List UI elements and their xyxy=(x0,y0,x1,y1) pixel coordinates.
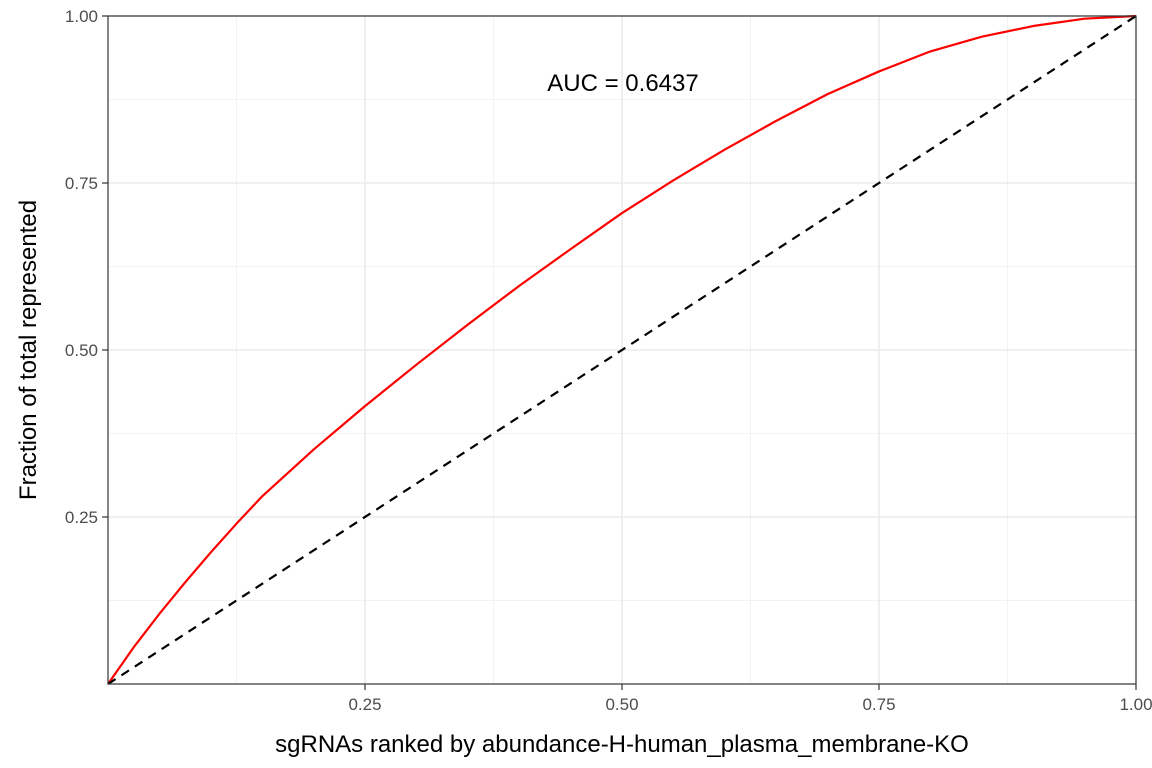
y-tick-label: 0.25 xyxy=(65,508,98,527)
x-tick-label: 0.50 xyxy=(605,695,638,714)
x-tick-label: 1.00 xyxy=(1119,695,1152,714)
diagonal-reference-line xyxy=(107,15,1137,685)
auc-annotation: AUC = 0.6437 xyxy=(547,70,698,97)
x-axis-title: sgRNAs ranked by abundance-H-human_plasm… xyxy=(275,731,969,758)
y-tick-label: 1.00 xyxy=(65,7,98,26)
series-layer xyxy=(107,14,1137,685)
y-axis-ticks: 0.25 0.50 0.75 1.00 xyxy=(65,7,108,527)
y-tick-label: 0.75 xyxy=(65,174,98,193)
x-axis-ticks: 0.25 0.50 0.75 1.00 xyxy=(348,684,1152,714)
y-tick-label: 0.50 xyxy=(65,341,98,360)
x-tick-label: 0.75 xyxy=(862,695,895,714)
y-axis-title: Fraction of total represented xyxy=(15,200,42,500)
cumulative-curve-line xyxy=(107,14,1137,685)
x-tick-label: 0.25 xyxy=(348,695,381,714)
